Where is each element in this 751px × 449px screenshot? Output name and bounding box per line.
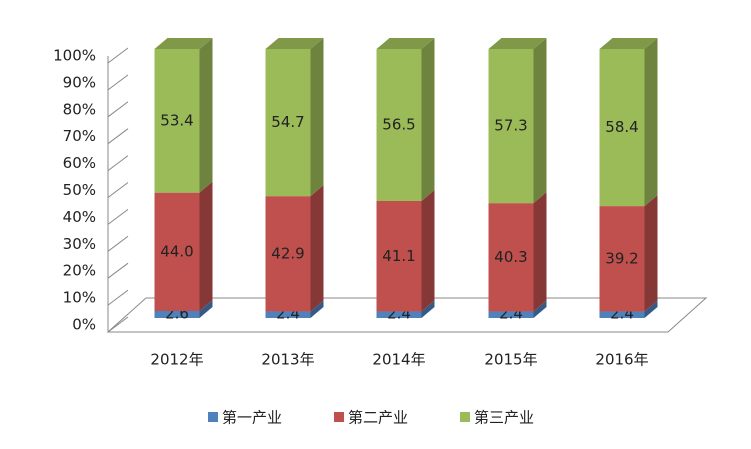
data-label: 58.4 (605, 118, 638, 136)
x-tick-label: 2016年 (595, 351, 648, 369)
data-label: 41.1 (382, 247, 415, 265)
bar-face (265, 196, 311, 312)
grid-line (107, 47, 129, 64)
y-tick-label: 10% (63, 289, 96, 307)
bar-face (599, 38, 658, 49)
data-label: 44.0 (160, 242, 193, 260)
bar-segment (154, 38, 213, 193)
bar-segment (265, 185, 324, 312)
bar-face (533, 300, 547, 318)
bar-face (154, 49, 200, 193)
data-label: 57.3 (494, 117, 527, 135)
bar-face (154, 311, 200, 318)
bar-face (376, 49, 422, 201)
y-tick-label: 70% (63, 127, 96, 145)
bar-face (488, 203, 534, 312)
legend-swatch (460, 412, 470, 422)
legend-label: 第二产业 (348, 409, 408, 427)
bar-segment (154, 181, 213, 312)
bar-face (376, 200, 422, 312)
bar-face (376, 311, 422, 318)
bar-face (644, 38, 658, 207)
bar-segment (376, 300, 435, 318)
bar-face (310, 38, 324, 197)
bar-face (199, 181, 213, 312)
bar-segment (265, 300, 324, 318)
bar-segment (599, 38, 658, 207)
bar-face (421, 189, 435, 312)
grid-line (107, 182, 129, 198)
data-label: 56.5 (382, 115, 415, 133)
bar-segment (488, 38, 547, 204)
bar-face (154, 192, 200, 312)
grid-line (107, 101, 129, 118)
data-label: 40.3 (494, 248, 527, 266)
y-tick-label: 80% (63, 100, 96, 118)
bar-segment (599, 195, 658, 312)
y-tick-label: 20% (63, 262, 96, 280)
grid-line (107, 208, 129, 225)
bar-face (533, 38, 547, 204)
legend-swatch (208, 412, 218, 422)
grid-line (107, 289, 129, 306)
data-label: 54.7 (271, 113, 304, 131)
x-tick-label: 2015年 (484, 351, 537, 369)
y-tick-label: 100% (53, 47, 96, 65)
floor (106, 297, 708, 333)
bar-face (310, 300, 324, 318)
bar-face (421, 38, 435, 201)
bar-face (199, 300, 213, 318)
bar-face (599, 49, 645, 207)
legend-label: 第三产业 (474, 409, 534, 427)
grid-line (107, 155, 129, 172)
bar-face (265, 38, 324, 49)
y-tick-label: 90% (63, 73, 96, 91)
grid-line (107, 262, 129, 279)
bar-face (533, 192, 547, 312)
bar-face (488, 49, 534, 204)
grid-line (107, 74, 129, 91)
legend-label: 第一产业 (222, 409, 282, 427)
bar-face (599, 311, 645, 318)
bar-segment (488, 192, 547, 312)
bar-face (310, 185, 324, 312)
bar-face (488, 311, 534, 318)
bar-face (488, 38, 547, 49)
grid-line (107, 235, 129, 252)
grid-line (107, 316, 129, 333)
bar-segment (488, 300, 547, 318)
bar-face (599, 206, 645, 312)
data-label: 42.9 (271, 244, 304, 262)
data-label: 53.4 (160, 111, 193, 129)
bar-face (265, 49, 311, 197)
bar-face (265, 311, 311, 318)
legend-swatch (334, 412, 344, 422)
y-tick-label: 50% (63, 181, 96, 199)
x-tick-label: 2014年 (372, 351, 425, 369)
x-tick-label: 2013年 (261, 351, 314, 369)
bar-segment (265, 38, 324, 197)
x-tick-label: 2012年 (150, 351, 203, 369)
bar-segment (376, 38, 435, 201)
bar-segment (376, 189, 435, 312)
bar-face (644, 300, 658, 318)
grid-line (107, 128, 129, 145)
y-tick-label: 30% (63, 235, 96, 253)
bar-face (644, 195, 658, 312)
bar-face (154, 38, 213, 49)
bar-face (421, 300, 435, 318)
bar-segment (599, 300, 658, 318)
y-tick-label: 60% (63, 154, 96, 172)
y-tick-label: 0% (72, 316, 96, 334)
bar-face (376, 38, 435, 49)
bar-segment (154, 300, 213, 318)
bar-face (199, 38, 213, 193)
data-label: 39.2 (605, 249, 638, 267)
y-tick-label: 40% (63, 208, 96, 226)
